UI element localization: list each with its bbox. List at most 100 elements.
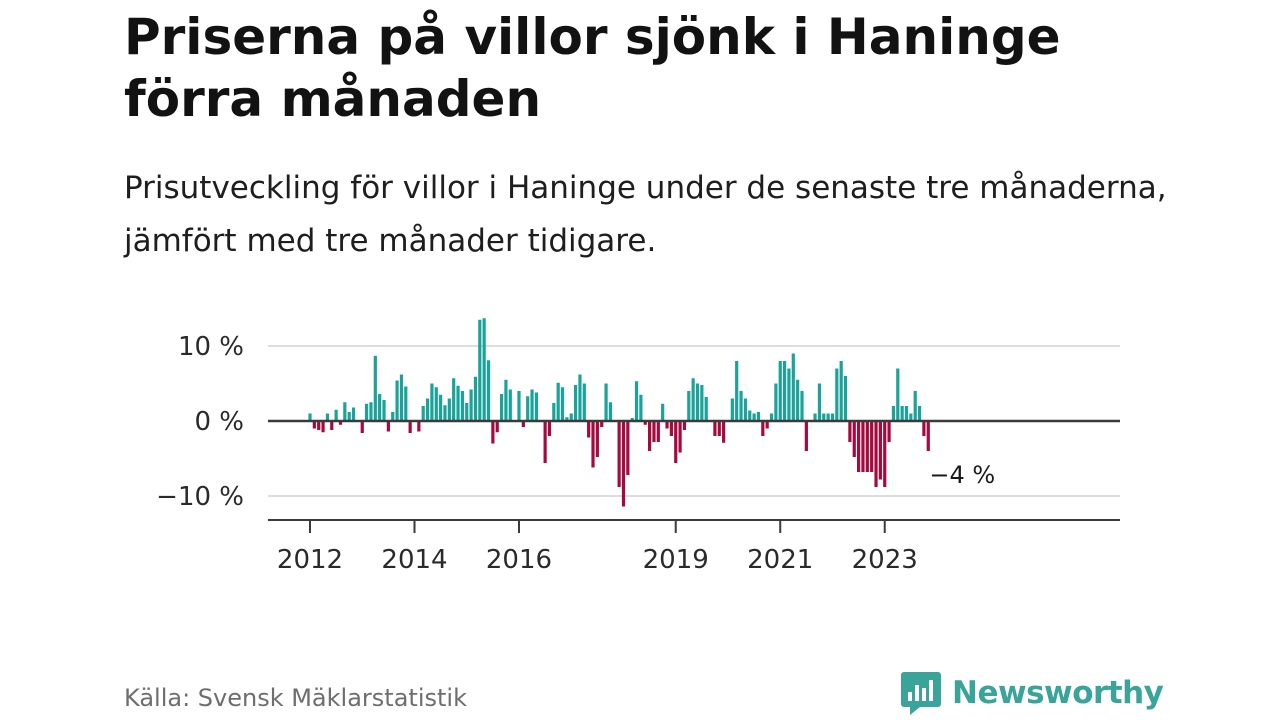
bar: [504, 379, 508, 421]
bar: [691, 378, 695, 421]
bar: [865, 421, 869, 472]
brand-logo[interactable]: Newsworthy: [900, 670, 1164, 716]
bar: [791, 353, 795, 421]
bar: [857, 421, 861, 472]
bar: [634, 381, 639, 421]
bar: [439, 394, 443, 421]
bar: [782, 361, 787, 421]
bar: [499, 394, 504, 421]
bar: [730, 398, 734, 421]
source-note: Källa: Svensk Mäklarstatistik: [124, 684, 467, 712]
bar: [600, 421, 604, 427]
bar: [482, 318, 486, 421]
bar: [486, 360, 491, 421]
end-value-label: −4 %: [929, 461, 995, 489]
bar: [338, 421, 343, 425]
bar: [587, 421, 591, 438]
bar: [573, 385, 578, 421]
x-tick-label: 2016: [486, 545, 552, 575]
x-tick-label: 2012: [277, 545, 343, 575]
bar: [830, 413, 835, 421]
bar: [626, 421, 630, 475]
bar: [804, 421, 808, 451]
bar: [351, 407, 356, 421]
bar: [748, 410, 752, 421]
bar: [543, 421, 547, 463]
bar: [713, 421, 717, 436]
bar: [452, 378, 456, 421]
bar: [425, 398, 430, 421]
bar: [665, 421, 669, 429]
bar: [608, 402, 613, 421]
bar: [778, 361, 782, 421]
bar: [852, 421, 856, 457]
chart-subtitle: Prisutveckling för villor i Haninge unde…: [124, 170, 1167, 259]
bar: [382, 400, 386, 421]
bar: [434, 387, 438, 421]
bar: [369, 402, 373, 421]
bar: [822, 413, 826, 421]
bar: [639, 394, 643, 421]
bar: [761, 421, 765, 436]
bar: [378, 394, 382, 421]
bar: [896, 368, 900, 421]
bar: [347, 412, 351, 421]
bar: [861, 421, 865, 472]
bar: [408, 421, 412, 433]
bar: [560, 387, 565, 421]
bar: [595, 421, 599, 457]
bar: [547, 421, 552, 436]
bar: [343, 402, 347, 421]
bar: [687, 391, 691, 421]
bar: [517, 391, 521, 421]
bar: [674, 421, 678, 463]
bar: [391, 412, 395, 421]
bar: [443, 405, 447, 421]
bar: [909, 413, 913, 421]
bar: [373, 355, 377, 421]
bar: [421, 406, 425, 421]
y-tick-label: 0 %: [194, 407, 244, 437]
bar: [491, 421, 495, 444]
bar: [630, 418, 634, 421]
bars: [308, 318, 930, 507]
bar: [887, 421, 891, 442]
bar: [365, 403, 369, 421]
bar: [735, 361, 739, 421]
bar: [404, 386, 408, 421]
bar: [621, 421, 626, 507]
bar: [386, 421, 390, 432]
brand-name: Newsworthy: [952, 675, 1164, 711]
bar: [787, 368, 791, 421]
bar: [430, 383, 434, 421]
bar: [556, 382, 560, 421]
bar: [495, 421, 499, 433]
bar: [334, 409, 338, 421]
bar: [417, 421, 421, 432]
bar: [769, 413, 774, 421]
bar: [739, 391, 743, 421]
bar: [835, 368, 839, 421]
bar: [843, 376, 848, 421]
bar: [591, 421, 595, 468]
bar: [883, 421, 887, 487]
bar: [669, 421, 673, 436]
bar: [565, 417, 569, 421]
axis-labels: 10 % 0 % −10 % 2012 2014 2016 2019 2021 2023 −4 %: [156, 332, 995, 575]
bar: [891, 406, 896, 421]
bar: [817, 383, 822, 421]
bar: [700, 385, 704, 421]
bar: [774, 383, 778, 421]
x-tick-label: 2021: [747, 545, 813, 575]
bar: [317, 421, 321, 430]
bar: [926, 421, 930, 451]
bar: [447, 398, 451, 421]
y-tick-label: −10 %: [156, 482, 244, 512]
bar: [552, 403, 556, 421]
bar: [722, 421, 726, 443]
bar: [913, 391, 917, 421]
bar: [796, 379, 800, 421]
bar: [904, 406, 909, 421]
bar: [325, 413, 330, 421]
